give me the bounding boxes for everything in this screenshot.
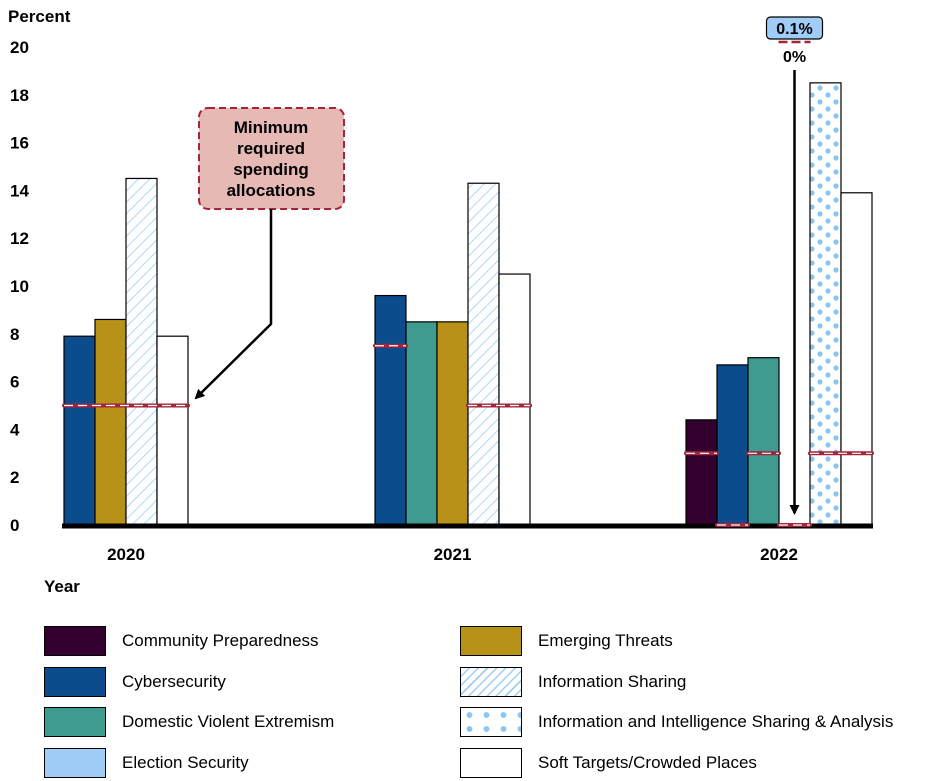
bar-2022-soft-targets-crowded-places: [840, 192, 873, 526]
legend-swatch: [460, 626, 522, 656]
bar-2020-emerging-threats: [94, 318, 127, 526]
y-axis-ticks: 0 2 4 6 8 10 12 14 16 18 20: [10, 38, 29, 535]
legend-item-information-sharing: Information Sharing: [460, 666, 686, 698]
callout-line: required: [237, 139, 305, 158]
legend-label: Domestic Violent Extremism: [122, 712, 335, 731]
bar-2020-soft-targets-crowded-places: [156, 335, 189, 526]
y-tick-label: 14: [10, 181, 29, 200]
election-value-badge: [765, 16, 824, 40]
legend-swatch: [460, 707, 522, 737]
legend-item-emerging-threats: Emerging Threats: [460, 625, 673, 657]
legend-label: Election Security: [122, 753, 249, 772]
x-axis-title: Year: [44, 577, 80, 596]
bar-2022-information-and-intelligence-sharing-analysis: [809, 82, 842, 526]
callout-line: spending: [233, 160, 309, 179]
y-tick-label: 10: [10, 277, 29, 296]
bar-2021-cybersecurity: [374, 294, 407, 526]
legend-item-soft-targets: Soft Targets/Crowded Places: [460, 747, 757, 779]
legend-item-information-and-intelligence-sharing: Information and Intelligence Sharing & A…: [460, 706, 893, 738]
callout-line: Minimum: [234, 118, 309, 137]
callout-line: allocations: [227, 181, 316, 200]
legend-item-domestic-violent-extremism: Domestic Violent Extremism: [44, 706, 334, 738]
bars: [62, 82, 873, 529]
bar-2021-domestic-violent-extremism: [405, 321, 438, 526]
legend-item-community-preparedness: Community Preparedness: [44, 625, 319, 657]
callout-text: Minimum required spending allocations: [227, 118, 316, 200]
x-tick-label: 2020: [107, 545, 145, 564]
legend-swatch: [44, 748, 106, 778]
legend-item-election-security: Election Security: [44, 747, 249, 779]
annotations: Minimum required spending allocations 0.1% 0%: [194, 16, 824, 515]
bar-chart: Percent 0 2 4 6 8 10 12 14 16 18 20 2020 2021 2022 M…: [8, 7, 874, 596]
y-axis-title: Percent: [8, 7, 71, 26]
y-tick-label: 4: [10, 420, 20, 439]
x-tick-label: 2022: [760, 545, 798, 564]
callout-arrow: [194, 209, 273, 400]
legend-label: Emerging Threats: [538, 631, 673, 650]
legend-swatch: [44, 707, 106, 737]
legend-item-cybersecurity: Cybersecurity: [44, 666, 226, 698]
legend-label: Information and Intelligence Sharing & A…: [538, 712, 894, 731]
legend-label: Community Preparedness: [122, 631, 319, 650]
y-tick-label: 8: [10, 325, 19, 344]
y-tick-label: 20: [10, 38, 29, 57]
bar-2020-information-sharing: [125, 177, 158, 526]
legend-swatch: [44, 667, 106, 697]
legend-swatch: [460, 667, 522, 697]
legend-label: Information Sharing: [538, 672, 687, 691]
legend-swatch: [460, 748, 522, 778]
y-tick-label: 0: [10, 516, 19, 535]
y-tick-label: 18: [10, 86, 29, 105]
y-tick-label: 12: [10, 229, 29, 248]
bar-2022-domestic-violent-extremism: [747, 357, 780, 526]
election-min-label: 0%: [783, 49, 806, 66]
bar-2021-soft-targets-crowded-places: [498, 273, 531, 526]
bar-2021-information-sharing: [467, 182, 500, 526]
legend-label: Soft Targets/Crowded Places: [538, 753, 757, 772]
y-tick-label: 16: [10, 134, 29, 153]
election-value-label: 0.1%: [776, 21, 812, 38]
bar-2021-emerging-threats: [436, 321, 469, 526]
legend-swatch: [44, 626, 106, 656]
x-axis-labels: 2020 2021 2022: [107, 545, 798, 564]
y-tick-label: 6: [10, 373, 19, 392]
legend-label: Cybersecurity: [122, 672, 226, 691]
minimum-required-lines: [62, 343, 874, 527]
y-tick-label: 2: [10, 468, 19, 487]
x-tick-label: 2021: [434, 545, 472, 564]
bar-2022-community-preparedness: [685, 419, 718, 526]
bar-2022-cybersecurity: [716, 364, 749, 526]
bar-2020-cybersecurity: [63, 335, 96, 526]
